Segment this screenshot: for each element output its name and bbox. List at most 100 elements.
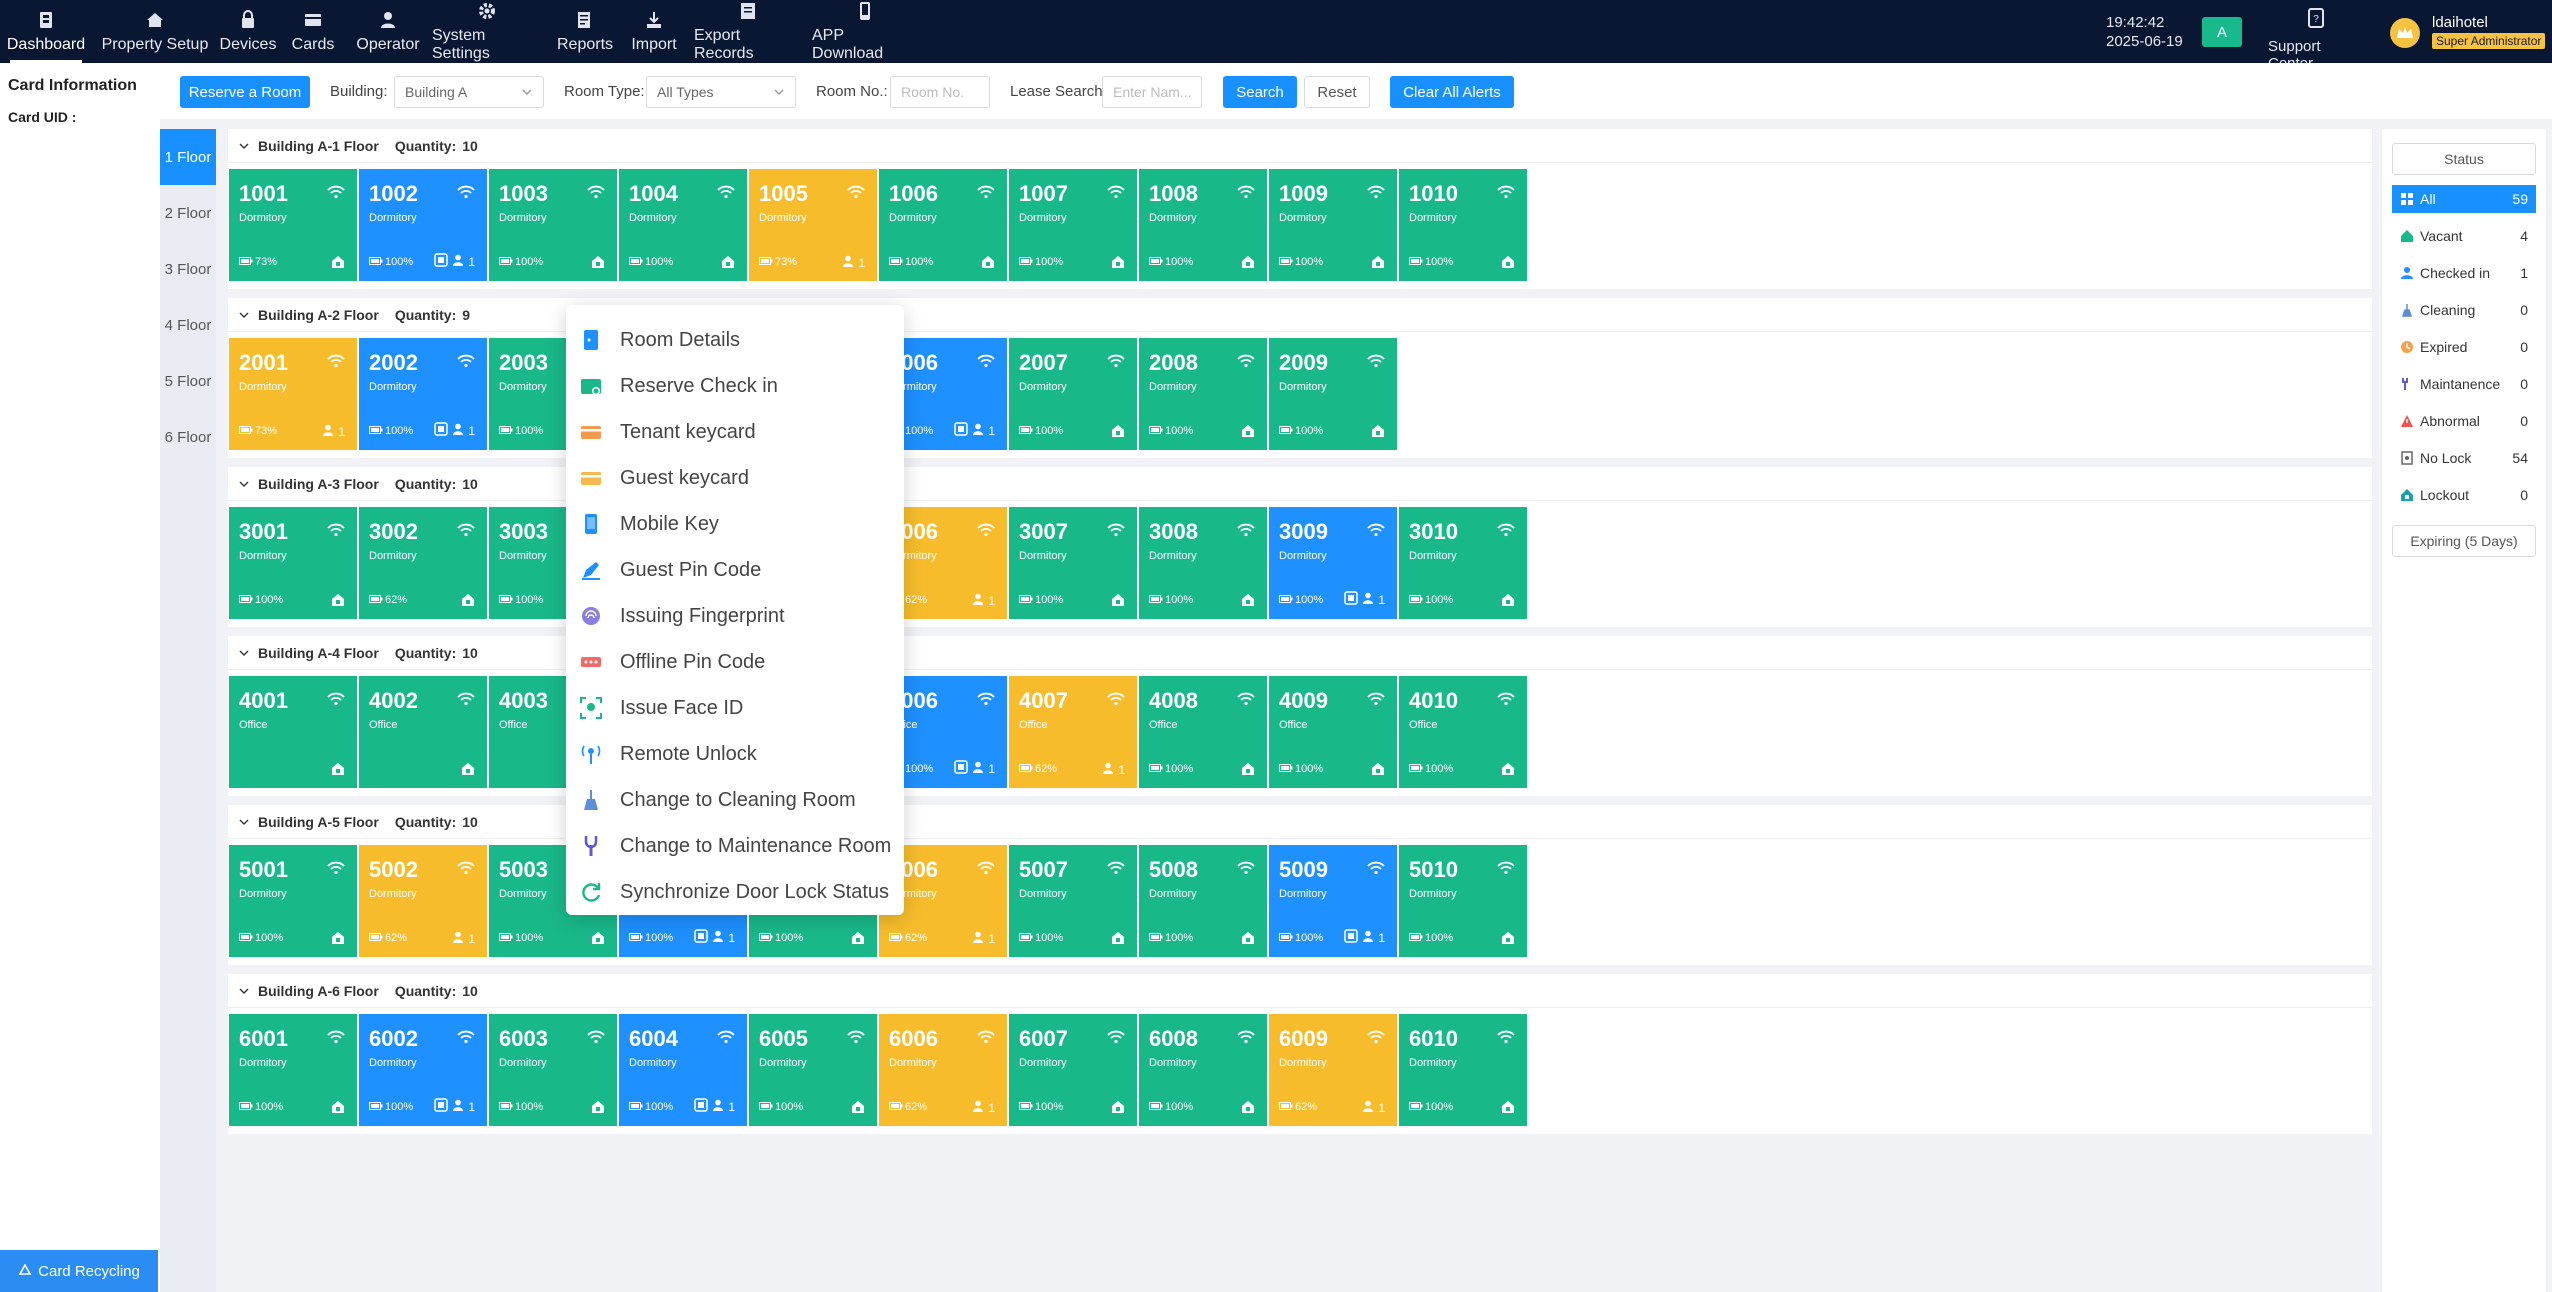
- status-filter-checked-in[interactable]: Checked in 1: [2392, 259, 2536, 287]
- floor-header[interactable]: Building A-2 Floor Quantity: 9: [228, 298, 2372, 332]
- menu-item-mobile-key[interactable]: Mobile Key: [566, 501, 904, 547]
- menu-item-remote-unlock[interactable]: Remote Unlock: [566, 731, 904, 777]
- status-filter-maintanence[interactable]: Maintanence 0: [2392, 370, 2536, 398]
- nav-reports[interactable]: Reports: [550, 0, 620, 63]
- room-no-input[interactable]: Room No.: [890, 76, 990, 108]
- room-card[interactable]: 1004 Dormitory 100%: [619, 169, 747, 281]
- menu-item-issue-face-id[interactable]: Issue Face ID: [566, 685, 904, 731]
- room-card[interactable]: 4008 Office 100%: [1139, 676, 1267, 788]
- language-badge[interactable]: A: [2202, 17, 2242, 47]
- lease-search-input[interactable]: Enter Nam...: [1102, 76, 1202, 108]
- room-card[interactable]: 5001 Dormitory 100%: [229, 845, 357, 957]
- room-card[interactable]: 1007 Dormitory 100%: [1009, 169, 1137, 281]
- building-select[interactable]: Building A: [394, 76, 544, 108]
- room-card[interactable]: 3009 Dormitory 100% 1: [1269, 507, 1397, 619]
- nav-dashboard[interactable]: Dashboard: [6, 0, 86, 63]
- menu-item-reserve-check-in[interactable]: Reserve Check in: [566, 363, 904, 409]
- menu-item-change-to-cleaning-room[interactable]: Change to Cleaning Room: [566, 777, 904, 823]
- menu-item-tenant-keycard[interactable]: Tenant keycard: [566, 409, 904, 455]
- menu-item-room-details[interactable]: Room Details: [566, 317, 904, 363]
- room-card[interactable]: 3010 Dormitory 100%: [1399, 507, 1527, 619]
- menu-item-guest-pin-code[interactable]: Guest Pin Code: [566, 547, 904, 593]
- search-button[interactable]: Search: [1223, 76, 1297, 108]
- reset-button[interactable]: Reset: [1304, 76, 1370, 108]
- room-card[interactable]: 6003 Dormitory 100%: [489, 1014, 617, 1126]
- status-filter-cleaning[interactable]: Cleaning 0: [2392, 296, 2536, 324]
- room-card[interactable]: 1003 Dormitory 100%: [489, 169, 617, 281]
- room-card[interactable]: 5007 Dormitory 100%: [1009, 845, 1137, 957]
- room-card[interactable]: 6004 Dormitory 100% 1: [619, 1014, 747, 1126]
- room-card[interactable]: 2008 Dormitory 100%: [1139, 338, 1267, 450]
- room-card[interactable]: 1006 Dormitory 100%: [879, 169, 1007, 281]
- floor-tab[interactable]: 1 Floor: [160, 129, 216, 185]
- expiring-button[interactable]: Expiring (5 Days): [2392, 525, 2536, 557]
- floor-header[interactable]: Building A-6 Floor Quantity: 10: [228, 974, 2372, 1008]
- status-filter-abnormal[interactable]: Abnormal 0: [2392, 407, 2536, 435]
- crown-icon[interactable]: [2390, 18, 2420, 48]
- room-card[interactable]: 5009 Dormitory 100% 1: [1269, 845, 1397, 957]
- nav-import[interactable]: Import: [624, 0, 684, 63]
- nav-app-download[interactable]: APP Download: [812, 0, 918, 63]
- menu-item-offline-pin-code[interactable]: Offline Pin Code: [566, 639, 904, 685]
- floor-header[interactable]: Building A-5 Floor Quantity: 10: [228, 805, 2372, 839]
- room-type-select[interactable]: All Types: [646, 76, 796, 108]
- nav-operator[interactable]: Operator: [348, 0, 428, 63]
- nav-property-setup[interactable]: Property Setup: [100, 0, 210, 63]
- room-card[interactable]: 1002 Dormitory 100% 1: [359, 169, 487, 281]
- menu-item-synchronize-door-lock-status[interactable]: Synchronize Door Lock Status: [566, 869, 904, 915]
- menu-item-change-to-maintenance-room[interactable]: Change to Maintenance Room: [566, 823, 904, 869]
- room-card[interactable]: 2007 Dormitory 100%: [1009, 338, 1137, 450]
- nav-export-records[interactable]: Export Records: [694, 0, 802, 63]
- floor-tab[interactable]: 3 Floor: [164, 260, 212, 278]
- room-card[interactable]: 1009 Dormitory 100%: [1269, 169, 1397, 281]
- room-card[interactable]: 4001 Office: [229, 676, 357, 788]
- clear-alerts-button[interactable]: Clear All Alerts: [1390, 76, 1514, 108]
- room-card[interactable]: 3007 Dormitory 100%: [1009, 507, 1137, 619]
- room-card[interactable]: 2009 Dormitory 100%: [1269, 338, 1397, 450]
- room-card[interactable]: 1008 Dormitory 100%: [1139, 169, 1267, 281]
- room-card[interactable]: 6006 Dormitory 62% 1: [879, 1014, 1007, 1126]
- room-card[interactable]: 6001 Dormitory 100%: [229, 1014, 357, 1126]
- status-filter-all[interactable]: All 59: [2392, 185, 2536, 213]
- floor-tab[interactable]: 6 Floor: [164, 428, 212, 446]
- menu-item-issuing-fingerprint[interactable]: Issuing Fingerprint: [566, 593, 904, 639]
- room-card[interactable]: 6010 Dormitory 100%: [1399, 1014, 1527, 1126]
- floor-header[interactable]: Building A-4 Floor Quantity: 10: [228, 636, 2372, 670]
- card-recycling-button[interactable]: Card Recycling: [0, 1250, 158, 1292]
- room-card[interactable]: 3002 Dormitory 62%: [359, 507, 487, 619]
- menu-item-guest-keycard[interactable]: Guest keycard: [566, 455, 904, 501]
- status-filter-no-lock[interactable]: No Lock 54: [2392, 444, 2536, 472]
- nav-system-settings[interactable]: System Settings: [432, 0, 542, 63]
- status-filter-lockout[interactable]: Lockout 0: [2392, 481, 2536, 509]
- room-card[interactable]: 1005 Dormitory 73% 1: [749, 169, 877, 281]
- floor-tab[interactable]: 5 Floor: [164, 372, 212, 390]
- reserve-room-button[interactable]: Reserve a Room: [180, 76, 310, 108]
- username[interactable]: ldaihotel: [2432, 14, 2488, 31]
- floor-header[interactable]: Building A-1 Floor Quantity: 10: [228, 129, 2372, 163]
- room-card[interactable]: 1010 Dormitory 100%: [1399, 169, 1527, 281]
- floor-tab[interactable]: 2 Floor: [164, 204, 212, 222]
- room-card[interactable]: 4009 Office 100%: [1269, 676, 1397, 788]
- room-card[interactable]: 6002 Dormitory 100% 1: [359, 1014, 487, 1126]
- room-card[interactable]: 5008 Dormitory 100%: [1139, 845, 1267, 957]
- floor-tab[interactable]: 4 Floor: [164, 316, 212, 334]
- room-card[interactable]: 3008 Dormitory 100%: [1139, 507, 1267, 619]
- room-card[interactable]: 6005 Dormitory 100%: [749, 1014, 877, 1126]
- nav-devices[interactable]: Devices: [216, 0, 280, 63]
- room-card[interactable]: 2002 Dormitory 100% 1: [359, 338, 487, 450]
- room-card[interactable]: 4010 Office 100%: [1399, 676, 1527, 788]
- room-card[interactable]: 2001 Dormitory 73% 1: [229, 338, 357, 450]
- room-card[interactable]: 3001 Dormitory 100%: [229, 507, 357, 619]
- status-filter-expired[interactable]: Expired 0: [2392, 333, 2536, 361]
- floor-header[interactable]: Building A-3 Floor Quantity: 10: [228, 467, 2372, 501]
- room-card[interactable]: 4002 Office: [359, 676, 487, 788]
- room-card[interactable]: 4007 Office 62% 1: [1009, 676, 1137, 788]
- room-card[interactable]: 5002 Dormitory 62% 1: [359, 845, 487, 957]
- room-card[interactable]: 6007 Dormitory 100%: [1009, 1014, 1137, 1126]
- room-card[interactable]: 1001 Dormitory 73%: [229, 169, 357, 281]
- room-card[interactable]: 5010 Dormitory 100%: [1399, 845, 1527, 957]
- room-card[interactable]: 6008 Dormitory 100%: [1139, 1014, 1267, 1126]
- room-card[interactable]: 6009 Dormitory 62% 1: [1269, 1014, 1397, 1126]
- nav-cards[interactable]: Cards: [284, 0, 342, 63]
- status-filter-vacant[interactable]: Vacant 4: [2392, 222, 2536, 250]
